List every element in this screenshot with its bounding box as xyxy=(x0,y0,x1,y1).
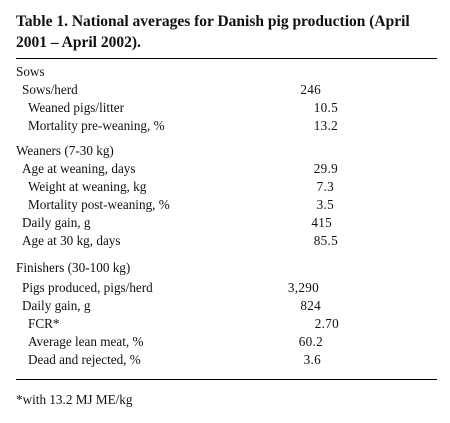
row-label: Mortality post-weaning, % xyxy=(28,197,170,212)
table-row-mortality-pre-weaning: Mortality pre-weaning, % 13.2 xyxy=(0,117,450,135)
row-value: 3,290 xyxy=(287,280,319,295)
table-footnote: *with 13.2 MJ ME/kg xyxy=(16,392,133,407)
table-row-finisher-daily-gain: Daily gain, g 824 xyxy=(0,297,450,315)
row-value: 7.3 xyxy=(316,179,334,194)
row-value: 13.2 xyxy=(313,118,338,133)
row-label: Mortality pre-weaning, % xyxy=(28,118,165,133)
row-value: 60.2 xyxy=(298,334,323,349)
row-value: 246 xyxy=(300,82,321,97)
row-value: 824 xyxy=(300,298,321,313)
row-label: Age at weaning, days xyxy=(22,161,136,176)
table-row-age-at-weaning: Age at weaning, days 29.9 xyxy=(0,160,450,178)
row-value: 29.9 xyxy=(313,161,338,176)
table-row-fcr: FCR* 2.70 xyxy=(0,315,450,333)
row-label: Dead and rejected, % xyxy=(28,352,141,367)
row-label: Daily gain, g xyxy=(22,215,91,230)
row-label: Weaned pigs/litter xyxy=(28,100,124,115)
row-value: 2.70 xyxy=(314,316,339,331)
row-label: Weight at weaning, kg xyxy=(28,179,147,194)
table-row-weaner-daily-gain: Daily gain, g 415 xyxy=(0,214,450,232)
table-row-average-lean-meat: Average lean meat, % 60.2 xyxy=(0,333,450,351)
table-row-mortality-post-weaning: Mortality post-weaning, % 3.5 xyxy=(0,196,450,214)
row-value: 415 xyxy=(311,215,332,230)
section-heading-sows: Sows xyxy=(0,63,450,81)
section-heading-label: Finishers (30-100 kg) xyxy=(16,260,131,275)
table-row-dead-and-rejected: Dead and rejected, % 3.6 xyxy=(0,351,450,369)
table-row-weight-at-weaning: Weight at weaning, kg 7.3 xyxy=(0,178,450,196)
table-title: Table 1. National averages for Danish pi… xyxy=(16,13,410,51)
table-top-rule xyxy=(16,58,437,59)
table-row-weaned-pigs-per-litter: Weaned pigs/litter 10.5 xyxy=(0,99,450,117)
table-bottom-rule xyxy=(16,379,437,380)
row-label: Average lean meat, % xyxy=(28,334,144,349)
row-label: Pigs produced, pigs/herd xyxy=(22,280,153,295)
table-row-sows-per-herd: Sows/herd 246 xyxy=(0,81,450,99)
table-row-age-at-30kg: Age at 30 kg, days 85.5 xyxy=(0,232,450,250)
row-label: Daily gain, g xyxy=(22,298,91,313)
row-value: 85.5 xyxy=(313,233,338,248)
section-heading-label: Weaners (7-30 kg) xyxy=(16,143,114,158)
section-heading-label: Sows xyxy=(16,64,45,79)
row-label: FCR* xyxy=(28,316,60,331)
row-label: Age at 30 kg, days xyxy=(22,233,121,248)
row-value: 3.6 xyxy=(303,352,321,367)
section-heading-weaners: Weaners (7-30 kg) xyxy=(0,142,450,160)
row-value: 10.5 xyxy=(313,100,338,115)
table-row-pigs-produced: Pigs produced, pigs/herd 3,290 xyxy=(0,279,450,297)
section-heading-finishers: Finishers (30-100 kg) xyxy=(0,259,450,277)
row-label: Sows/herd xyxy=(22,82,78,97)
row-value: 3.5 xyxy=(316,197,334,212)
